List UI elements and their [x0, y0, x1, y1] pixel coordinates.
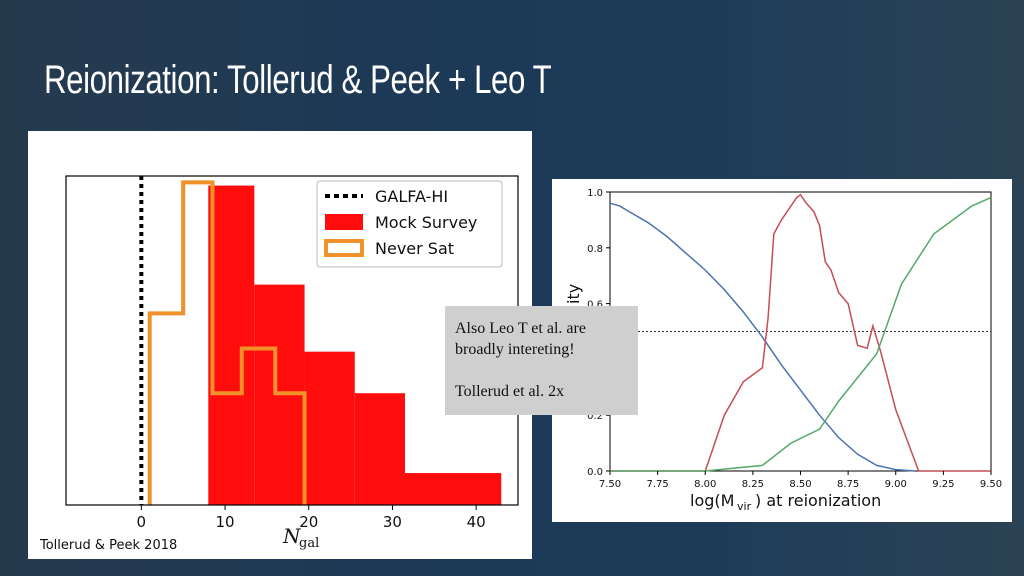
y-tick-label: 0.6: [587, 300, 603, 311]
x-tick-label: 7.50: [599, 479, 621, 490]
y-tick-label: 0.2: [587, 411, 603, 422]
annotation-callout: Also Leo T et al. are broadly intereting…: [445, 306, 638, 415]
legend-never-label: Never Sat: [375, 239, 454, 258]
slide-title: Reionization: Tollerud & Peek + Leo T: [44, 58, 552, 102]
mock-survey-bar: [354, 393, 405, 505]
x-tick-label: 30: [383, 513, 402, 531]
x-tick-label: 7.75: [646, 479, 668, 490]
x-tick-label: 9.50: [980, 479, 1002, 490]
series-line-1: [609, 202, 915, 472]
x-axis-label: N: [282, 524, 302, 548]
x-tick-label: 8.00: [694, 479, 716, 490]
x-tick-label: 8.50: [789, 479, 811, 490]
x-tick-label: 9.00: [885, 479, 907, 490]
y-tick-label: 0.0: [587, 467, 603, 478]
mock-survey-bar: [208, 185, 255, 505]
y-tick-label: 0.8: [587, 244, 603, 255]
x-tick-label: 0: [137, 513, 147, 531]
x-axis-label-tail: ) at reionization: [755, 491, 881, 510]
x-axis-label-subscript: vir: [737, 500, 752, 513]
x-tick-label: 10: [215, 513, 234, 531]
mock-survey-bar: [304, 351, 355, 505]
callout-text-1: Also Leo T et al. are broadly intereting…: [455, 320, 586, 358]
x-axis-label: log(M vir) at reionization: [690, 491, 881, 513]
legend-mock-swatch: [325, 214, 363, 230]
figure-credit: Tollerud & Peek 2018: [39, 538, 177, 553]
x-tick-label: 9.25: [932, 479, 954, 490]
x-tick-label: 20: [299, 513, 318, 531]
x-tick-label: 8.25: [742, 479, 764, 490]
legend-never-swatch: [324, 239, 364, 257]
histogram-legend: GALFA-HI Mock Survey Never Sat: [316, 180, 503, 268]
x-axis-label-subscript: gal: [299, 536, 319, 551]
x-axis-label-main: log(M: [690, 491, 734, 510]
y-tick-label: 1.0: [587, 188, 603, 199]
series-line-2: [610, 193, 991, 472]
legend-galfa-label: GALFA-HI: [375, 187, 448, 206]
y-axis-label: ity: [564, 284, 583, 304]
never-sat-step: [147, 180, 307, 505]
legend-mock-label: Mock Survey: [375, 213, 477, 232]
x-tick-label: 8.75: [837, 479, 859, 490]
line-chart: 7.50 7.75 8.00 8.25 8.50 8.75 9.00 9.25 9.50 0.0 0…: [564, 188, 1002, 513]
callout-text-2: Tollerud et al. 2x: [455, 383, 565, 400]
series-line-3: [610, 196, 992, 472]
mock-survey-bar: [405, 473, 502, 505]
x-tick-label: 40: [467, 513, 486, 531]
